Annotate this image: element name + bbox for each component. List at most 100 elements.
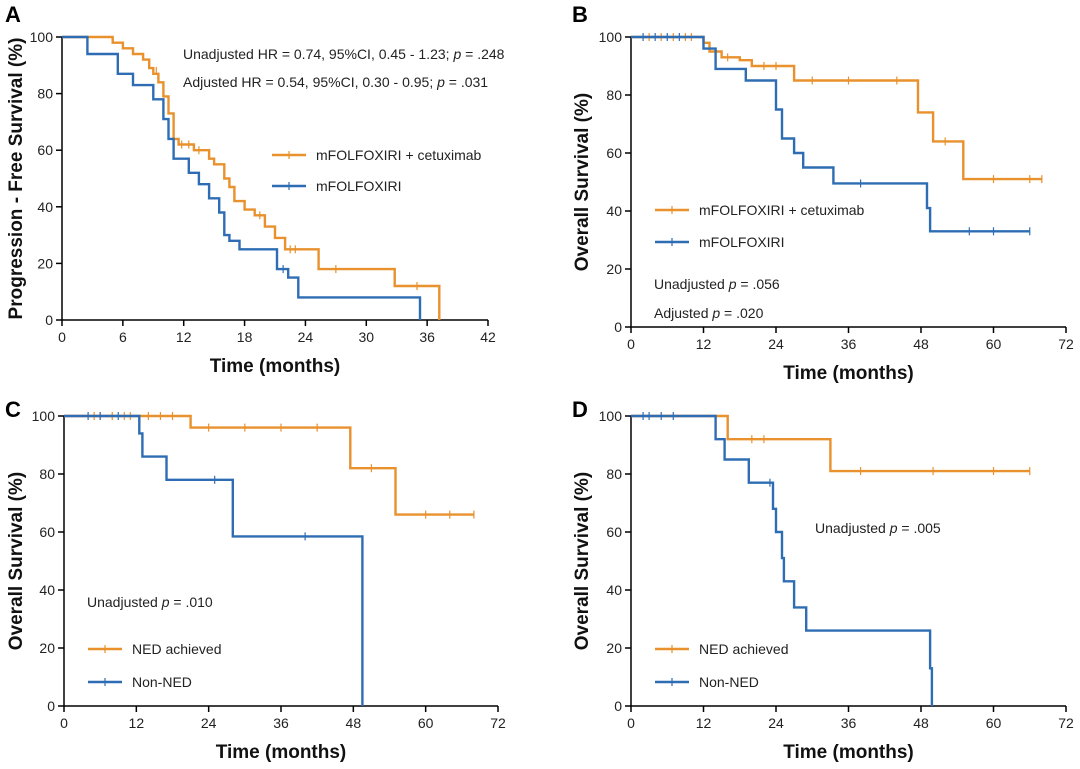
- y-tick-label: 20: [37, 255, 53, 271]
- annotation-text: Adjusted: [654, 305, 712, 321]
- p-symbol: p: [452, 46, 461, 62]
- legend-label: mFOLFOXIRI + cetuximab: [316, 147, 482, 163]
- panel-b: B 0 12 24 36 48 60 72 0 20 40 60 80 100 Time (months) O…: [572, 2, 1074, 384]
- p-symbol: p: [889, 520, 898, 536]
- stats-annotation: Unadjusted p = .056: [654, 276, 780, 292]
- annotation-value: = .248: [461, 46, 504, 62]
- x-tick-label: 60: [986, 336, 1002, 352]
- y-tick-label: 0: [614, 319, 622, 335]
- x-tick-label: 6: [119, 329, 127, 345]
- x-tick-label: 36: [273, 715, 289, 731]
- panel-d: D 0 12 24 36 48 60 72 0 20 40 60 80 100 Time (months) O…: [572, 397, 1074, 763]
- x-tick-label: 24: [768, 715, 784, 731]
- x-tick-label: 72: [1058, 715, 1074, 731]
- legend-label: mFOLFOXIRI: [699, 234, 785, 250]
- stats-annotation: Adjusted HR = 0.54, 95%CI, 0.30 - 0.95; …: [183, 74, 488, 90]
- annotation-text: Unadjusted: [815, 520, 890, 536]
- annotation-value: = .020: [720, 305, 763, 321]
- x-axis-title: Time (months): [216, 742, 347, 763]
- y-tick-label: 80: [606, 87, 622, 103]
- legend-label: NED achieved: [132, 641, 222, 657]
- y-tick-label: 40: [606, 203, 622, 219]
- legend-label: mFOLFOXIRI + cetuximab: [699, 202, 865, 218]
- p-symbol: p: [436, 74, 445, 90]
- x-tick-label: 48: [913, 336, 929, 352]
- x-tick-label: 72: [490, 715, 506, 731]
- annotation-value: = .056: [737, 276, 780, 292]
- y-tick-label: 60: [39, 524, 55, 540]
- survival-curve-orange: [64, 414, 474, 516]
- x-axis-title: Time (months): [210, 356, 341, 377]
- x-tick-label: 12: [696, 336, 712, 352]
- legend-label: Non-NED: [699, 674, 759, 690]
- x-tick-label: 72: [1058, 336, 1074, 352]
- y-tick-label: 40: [39, 582, 55, 598]
- x-axis-title: Time (months): [783, 363, 914, 384]
- x-tick-label: 12: [176, 329, 192, 345]
- y-tick-label: 80: [37, 86, 53, 102]
- stats-annotation: Unadjusted p = .005: [815, 520, 941, 536]
- y-tick-label: 80: [606, 466, 622, 482]
- x-tick-label: 12: [696, 715, 712, 731]
- y-tick-label: 0: [614, 698, 622, 714]
- annotation-text: Adjusted HR = 0.54, 95%CI, 0.30 - 0.95;: [183, 74, 437, 90]
- x-tick-label: 36: [419, 329, 435, 345]
- y-tick-label: 20: [606, 261, 622, 277]
- panel-letter: B: [572, 2, 588, 27]
- legend-label: NED achieved: [699, 641, 789, 657]
- annotation-value: = .031: [445, 74, 488, 90]
- panel-a: A 0 6 12 18 24 30 36 42 0 20 40 60 80 100 Time (months)…: [5, 2, 505, 377]
- legend-label: mFOLFOXIRI: [316, 178, 402, 194]
- p-symbol: p: [161, 594, 170, 610]
- stats-annotation: Unadjusted HR = 0.74, 95%CI, 0.45 - 1.23…: [183, 46, 505, 62]
- x-tick-label: 36: [841, 715, 857, 731]
- stats-annotation: Adjusted p = .020: [654, 305, 764, 321]
- x-tick-label: 36: [841, 336, 857, 352]
- x-tick-label: 30: [358, 329, 374, 345]
- panel-c: C 0 12 24 36 48 60 72 0 20 40 60 80 100 Time (months) O…: [5, 397, 506, 763]
- y-axis-title: Overall Survival (%): [572, 93, 593, 271]
- x-tick-label: 48: [346, 715, 362, 731]
- y-tick-label: 0: [47, 698, 55, 714]
- y-tick-label: 100: [30, 29, 54, 45]
- y-tick-label: 20: [39, 640, 55, 656]
- survival-curve-orange: [62, 35, 441, 320]
- x-tick-label: 60: [986, 715, 1002, 731]
- x-tick-label: 60: [418, 715, 434, 731]
- y-tick-label: 100: [599, 29, 623, 45]
- legend-label: Non-NED: [132, 674, 192, 690]
- annotation-text: Unadjusted: [654, 276, 729, 292]
- stats-annotation: Unadjusted p = .010: [87, 594, 213, 610]
- x-tick-label: 42: [480, 329, 496, 345]
- y-tick-label: 40: [606, 582, 622, 598]
- survival-curve-blue: [64, 414, 364, 706]
- y-tick-label: 20: [606, 640, 622, 656]
- panel-letter: C: [5, 397, 21, 422]
- annotation-value: = .010: [170, 594, 213, 610]
- x-tick-label: 18: [237, 329, 253, 345]
- y-tick-label: 60: [606, 524, 622, 540]
- survival-curve-blue: [631, 35, 1030, 233]
- y-tick-label: 60: [37, 142, 53, 158]
- x-tick-label: 0: [627, 336, 635, 352]
- panel-letter: A: [5, 2, 21, 27]
- annotation-text: Unadjusted: [87, 594, 162, 610]
- x-tick-label: 48: [913, 715, 929, 731]
- y-tick-label: 0: [45, 312, 53, 328]
- annotation-value: = .005: [898, 520, 941, 536]
- p-symbol: p: [728, 276, 737, 292]
- panel-letter: D: [572, 397, 588, 422]
- survival-curve-orange: [631, 414, 1030, 473]
- y-tick-label: 80: [39, 466, 55, 482]
- y-axis-title: Overall Survival (%): [6, 472, 27, 650]
- annotation-text: Unadjusted HR = 0.74, 95%CI, 0.45 - 1.23…: [183, 46, 453, 62]
- y-tick-label: 40: [37, 199, 53, 215]
- y-axis-title: Progression - Free Survival (%): [6, 38, 27, 320]
- x-axis-title: Time (months): [783, 742, 914, 763]
- x-tick-label: 24: [201, 715, 217, 731]
- x-tick-label: 0: [60, 715, 68, 731]
- survival-curve-blue: [631, 414, 934, 706]
- x-tick-label: 0: [627, 715, 635, 731]
- y-tick-label: 60: [606, 145, 622, 161]
